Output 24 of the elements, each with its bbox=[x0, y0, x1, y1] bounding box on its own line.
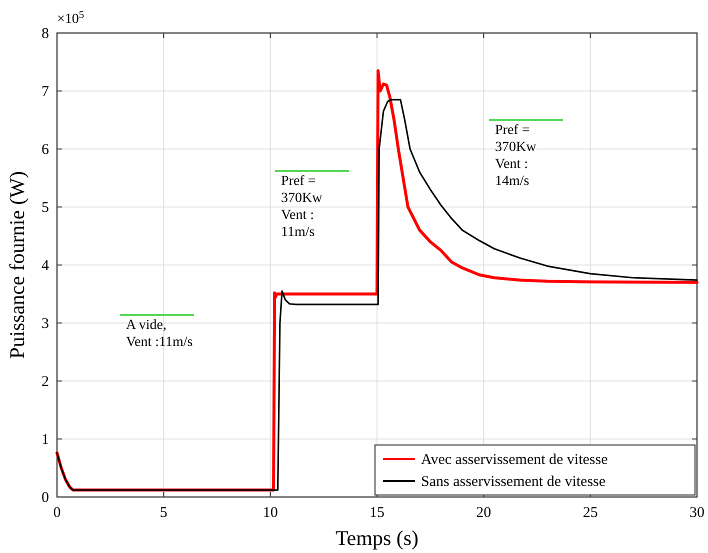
y-tick-label: 3 bbox=[42, 316, 49, 332]
y-tick-label: 7 bbox=[42, 84, 50, 100]
y-tick-label: 4 bbox=[42, 258, 50, 274]
text: ×10$^{5}$ bbox=[57, 10, 84, 27]
x-axis-title: Temps (s) bbox=[335, 526, 419, 550]
annotation: A vide, Vent :11m/s bbox=[126, 318, 193, 350]
legend-label: Avec asservissement de vitesse bbox=[421, 452, 608, 468]
x-tick-label: 20 bbox=[476, 505, 492, 521]
y-tick-label: 1 bbox=[42, 432, 49, 448]
x-tick-label: 5 bbox=[160, 505, 168, 521]
legend-label: Sans asservissement de vitesse bbox=[421, 474, 606, 490]
annotation: Pref = 370Kw Vent : 11m/s bbox=[281, 174, 324, 240]
x-tick-label: 25 bbox=[582, 505, 598, 521]
annotation: Pref = 370Kw Vent : 14m/s bbox=[495, 123, 538, 189]
y-axis-title: Puissance fournie (W) bbox=[5, 171, 29, 359]
y-tick-label: 2 bbox=[42, 374, 49, 390]
y-tick-label: 6 bbox=[42, 142, 50, 158]
x-tick-label: 10 bbox=[262, 505, 278, 521]
x-tick-label: 30 bbox=[690, 505, 704, 521]
y-tick-label: 0 bbox=[42, 490, 49, 506]
x-tick-label: 15 bbox=[370, 505, 384, 521]
y-tick-label: 8 bbox=[42, 26, 49, 42]
y-tick-label: 5 bbox=[42, 200, 49, 216]
x-tick-label: 0 bbox=[53, 505, 61, 521]
